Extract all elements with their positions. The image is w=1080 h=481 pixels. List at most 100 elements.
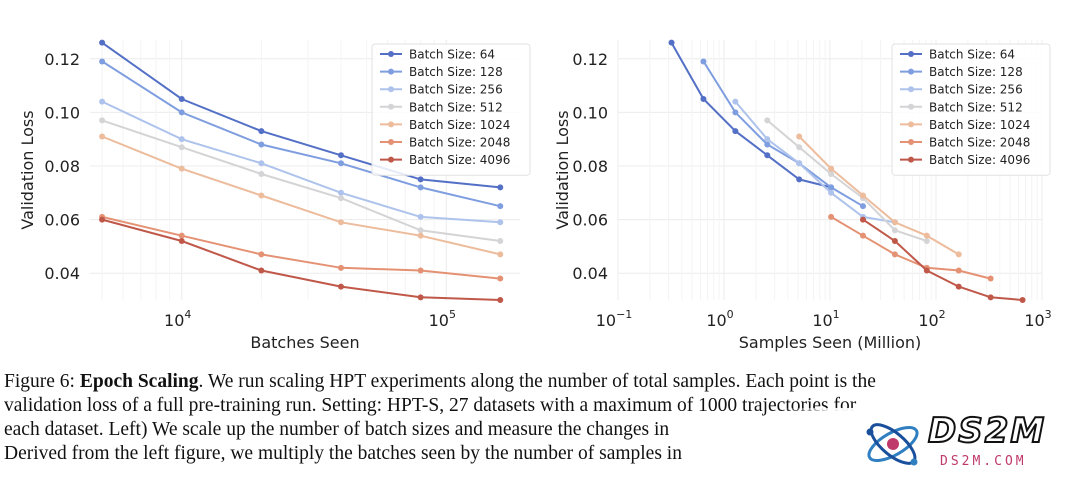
series-256 (99, 98, 504, 226)
data-point (99, 58, 106, 65)
figure-caption: Figure 6: Epoch Scaling. We run scaling … (4, 370, 1076, 466)
legend-swatch-marker (908, 156, 914, 163)
data-point (860, 203, 867, 210)
data-point (178, 232, 185, 239)
data-point (337, 264, 344, 271)
watermark: DS2M DS2M.COM (780, 408, 1080, 481)
series-128 (99, 58, 504, 210)
data-point (258, 141, 265, 148)
legend-swatch-marker (388, 86, 394, 93)
y-tick-label: 0.08 (44, 157, 80, 176)
data-point (764, 136, 771, 143)
data-point (99, 133, 106, 140)
caption-line-1-rest: . We run scaling HPT experiments along t… (198, 371, 876, 392)
x-axis-title: Batches Seen (250, 333, 359, 352)
y-axis-title: Validation Loss (18, 110, 37, 229)
data-point (796, 133, 803, 140)
series-line (798, 135, 960, 256)
series-64 (668, 39, 835, 191)
data-point (828, 184, 835, 191)
data-point (700, 58, 707, 65)
data-point (764, 117, 771, 124)
x-tick-label: 105 (429, 308, 456, 330)
legend-label: Batch Size: 512 (409, 100, 503, 114)
data-point (337, 160, 344, 167)
series-line (101, 41, 501, 189)
data-point (955, 267, 962, 274)
data-point (1019, 297, 1026, 303)
legend-label: Batch Size: 1024 (409, 118, 510, 132)
legend-label: Batch Size: 128 (929, 65, 1023, 79)
data-point (860, 232, 867, 239)
legend-label: Batch Size: 64 (929, 48, 1015, 62)
x-tick-label: 10−1 (596, 308, 633, 330)
data-point (764, 141, 771, 148)
data-point (337, 189, 344, 196)
data-point (99, 117, 106, 124)
y-tick-label: 0.12 (44, 50, 80, 69)
left-chart-batches-seen: 0.04 0.06 0.08 0.10 0.12 104 105 Batches Seen Va… (18, 39, 531, 352)
caption-line-1: Figure 6: Epoch Scaling. We run scaling … (4, 370, 1076, 394)
x-tick-label: 102 (918, 308, 945, 330)
data-point (497, 297, 504, 303)
y-tick-label: 0.10 (572, 103, 608, 122)
legend-label: Batch Size: 4096 (929, 153, 1030, 167)
data-point (178, 95, 185, 102)
data-point (178, 144, 185, 151)
data-point (417, 213, 424, 220)
data-point (337, 283, 344, 290)
data-point (497, 238, 504, 245)
data-point (891, 238, 898, 245)
data-point (732, 98, 739, 105)
data-point (497, 184, 504, 191)
series-4096 (99, 216, 504, 303)
x-tick-label: 100 (706, 308, 733, 330)
series-2048 (828, 213, 994, 282)
caption-label: Figure 6: (4, 371, 75, 392)
figure-charts: 0.04 0.06 0.08 0.10 0.12 104 105 Batches Seen Va… (18, 39, 1052, 352)
data-point (828, 189, 835, 196)
legend-label: Batch Size: 256 (929, 83, 1023, 97)
caption-line-4: Derived from the left figure, we multipl… (4, 443, 682, 464)
legend-swatch-marker (388, 51, 394, 57)
series-1024 (99, 133, 504, 258)
y-tick-label: 0.04 (572, 264, 608, 283)
series-512 (99, 117, 504, 245)
data-point (497, 219, 504, 226)
data-point (178, 238, 185, 245)
series-line (101, 218, 501, 301)
legend: Batch Size: 64 Batch Size: 128 Batch Size:… (371, 43, 531, 176)
data-point (732, 109, 739, 116)
data-point (178, 165, 185, 172)
legend-label: Batch Size: 1024 (929, 118, 1030, 132)
data-point (99, 98, 106, 105)
legend-label: Batch Size: 2048 (929, 136, 1030, 150)
data-point (955, 251, 962, 258)
series-line (766, 119, 928, 242)
series-4096 (860, 216, 1026, 303)
data-point (417, 184, 424, 191)
data-point (860, 192, 867, 199)
data-point (258, 160, 265, 167)
data-point (828, 171, 835, 178)
y-tick-label: 0.04 (44, 264, 80, 283)
data-point (700, 95, 707, 102)
data-point (99, 39, 106, 46)
x-tick-label: 103 (1024, 308, 1051, 330)
data-point (668, 39, 675, 46)
y-tick-label: 0.10 (44, 103, 80, 122)
data-point (258, 128, 265, 135)
data-point (258, 192, 265, 199)
caption-title: Epoch Scaling (79, 371, 199, 392)
series-line (101, 119, 501, 242)
data-point (955, 283, 962, 290)
data-point (891, 219, 898, 226)
legend-swatch-marker (388, 139, 394, 145)
legend-box (371, 43, 531, 176)
data-point (497, 275, 504, 282)
legend-swatch-marker (388, 121, 394, 128)
data-point (417, 176, 424, 183)
legend-swatch-marker (388, 68, 394, 75)
legend-swatch-marker (908, 121, 914, 128)
series-2048 (99, 213, 504, 282)
